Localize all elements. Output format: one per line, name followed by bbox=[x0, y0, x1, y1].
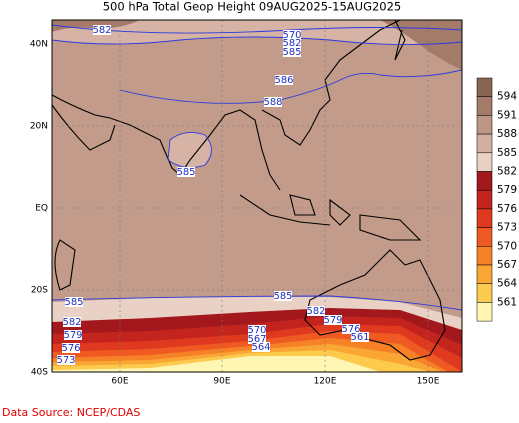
colorbar-box bbox=[476, 133, 493, 154]
contour-label: 585 bbox=[176, 167, 195, 178]
lat-label: 40S bbox=[31, 368, 48, 378]
lon-label: 150E bbox=[417, 377, 440, 387]
lat-label: 40N bbox=[30, 40, 48, 50]
colorbar-box bbox=[476, 96, 493, 116]
contour-label-bg bbox=[274, 291, 292, 301]
colorbar-label: 561 bbox=[497, 296, 517, 308]
height-band bbox=[52, 356, 381, 372]
lat-label: EQ bbox=[35, 204, 48, 214]
contour-label-bg bbox=[57, 355, 75, 365]
title: 500 hPa Total Geop Height 09AUG2025-15AU… bbox=[103, 0, 402, 14]
contour-label: 564 bbox=[251, 342, 270, 353]
colorbar-label: 582 bbox=[497, 166, 517, 178]
contour-label: 579 bbox=[63, 330, 82, 341]
colorbar-label: 564 bbox=[497, 278, 517, 290]
colorbar-box bbox=[476, 171, 493, 191]
contour-label: 576 bbox=[341, 324, 360, 335]
contour-label: 567 bbox=[247, 334, 266, 345]
colorbar-box bbox=[476, 115, 493, 135]
data-source: Data Source: NCEP/CDAS bbox=[2, 406, 140, 419]
lon-label: 90E bbox=[213, 377, 230, 387]
colorbar-box bbox=[476, 264, 493, 284]
colorbar-label: 576 bbox=[497, 203, 517, 215]
colorbar-label: 573 bbox=[497, 222, 517, 234]
colorbar-box bbox=[476, 152, 493, 172]
contour-label: 588 bbox=[263, 97, 282, 108]
contour-label-bg bbox=[264, 97, 282, 107]
colorbar-label: 579 bbox=[497, 184, 517, 196]
contour-label-bg bbox=[351, 332, 369, 342]
colorbar-label: 591 bbox=[497, 109, 517, 121]
contour-label-bg bbox=[248, 334, 266, 344]
contour-label-bg bbox=[65, 297, 83, 307]
contour-label-bg bbox=[93, 25, 111, 35]
contour-label: 570 bbox=[247, 325, 266, 336]
contour-label: 579 bbox=[323, 315, 342, 326]
colorbar-label: 588 bbox=[497, 128, 517, 140]
lon-label: 60E bbox=[111, 377, 128, 387]
lon-label: 120E bbox=[314, 377, 337, 387]
contour-label: 576 bbox=[61, 343, 80, 354]
colorbar-box bbox=[476, 227, 493, 247]
contour-label-bg bbox=[62, 343, 80, 353]
colorbar-box bbox=[476, 302, 493, 322]
colorbar-label: 585 bbox=[497, 147, 517, 159]
colorbar-label: 570 bbox=[497, 240, 517, 252]
contour-label-bg bbox=[283, 47, 301, 57]
colorbar-label: 567 bbox=[497, 259, 517, 271]
contour-label: 582 bbox=[62, 317, 81, 328]
contour-label: 585 bbox=[282, 47, 301, 58]
contour-label-bg bbox=[283, 30, 301, 40]
contour-label: 585 bbox=[64, 297, 83, 308]
contour-label-bg bbox=[248, 325, 266, 335]
contour-label: 573 bbox=[56, 355, 75, 366]
colorbar-box bbox=[476, 283, 493, 303]
lat-label: 20S bbox=[31, 286, 48, 296]
colorbar-box bbox=[476, 189, 493, 210]
colorbar-box bbox=[476, 208, 493, 228]
contour-label: 561 bbox=[350, 332, 369, 343]
contour-label-bg bbox=[275, 75, 293, 85]
contour-label: 582 bbox=[282, 38, 301, 49]
contour-label-bg bbox=[64, 330, 82, 340]
contour-label-bg bbox=[63, 317, 81, 327]
colorbar-box bbox=[476, 246, 493, 266]
contour-label: 570 bbox=[282, 30, 301, 41]
colorbar-label: 594 bbox=[497, 91, 517, 103]
contour-label: 582 bbox=[92, 25, 111, 36]
colorbar-box bbox=[476, 77, 493, 97]
map-frame bbox=[51, 19, 463, 373]
contour-label-bg bbox=[177, 167, 195, 177]
contour-label-bg bbox=[342, 324, 360, 334]
contour-label-bg bbox=[324, 315, 342, 325]
contour-label-bg bbox=[307, 306, 325, 316]
contour-label: 586 bbox=[274, 75, 293, 86]
contour-label: 582 bbox=[306, 306, 325, 317]
contour-label-bg bbox=[252, 342, 270, 352]
contour-label: 585 bbox=[273, 291, 292, 302]
lat-label: 20N bbox=[30, 122, 48, 132]
contour-label-bg bbox=[283, 38, 301, 48]
